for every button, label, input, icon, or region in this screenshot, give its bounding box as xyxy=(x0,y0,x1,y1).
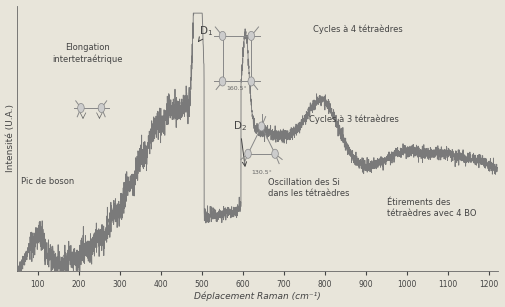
Text: Étirements des
tétraèdres avec 4 BO: Étirements des tétraèdres avec 4 BO xyxy=(386,198,475,218)
Text: 130.5°: 130.5° xyxy=(250,169,271,174)
Text: Oscillation des Si
dans les tétraèdres: Oscillation des Si dans les tétraèdres xyxy=(267,177,348,198)
Ellipse shape xyxy=(258,122,264,131)
X-axis label: Déplacement Raman (cm⁻¹): Déplacement Raman (cm⁻¹) xyxy=(194,292,320,301)
Ellipse shape xyxy=(219,31,225,41)
Text: Elongation
intertetraétrique: Elongation intertetraétrique xyxy=(52,43,122,64)
Text: Cycles à 3 tétraèdres: Cycles à 3 tétraèdres xyxy=(308,114,398,124)
Ellipse shape xyxy=(271,149,278,158)
Ellipse shape xyxy=(219,77,225,86)
Text: 160.5°: 160.5° xyxy=(226,86,247,91)
Y-axis label: Intensité (U.A.): Intensité (U.A.) xyxy=(6,104,15,172)
Ellipse shape xyxy=(244,149,251,158)
Ellipse shape xyxy=(77,103,84,113)
Text: D$_1$: D$_1$ xyxy=(198,25,213,41)
Text: D$_2$: D$_2$ xyxy=(232,119,246,166)
Text: Cycles à 4 tétraèdres: Cycles à 4 tétraèdres xyxy=(312,25,402,34)
Ellipse shape xyxy=(247,77,254,86)
Ellipse shape xyxy=(98,103,105,113)
Ellipse shape xyxy=(247,31,254,41)
Text: Pic de boson: Pic de boson xyxy=(21,177,74,186)
